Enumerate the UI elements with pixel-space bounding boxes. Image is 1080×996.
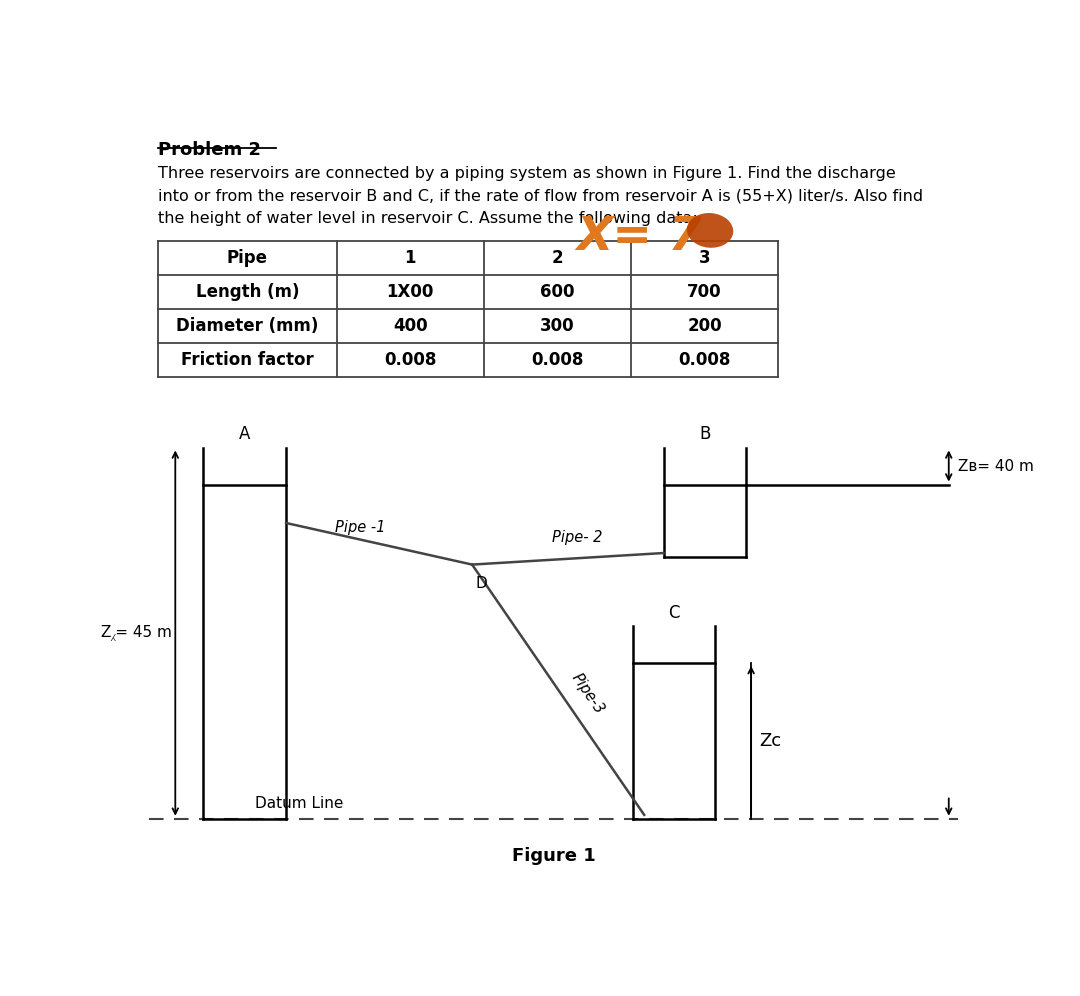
Text: A: A (239, 425, 251, 443)
Text: 0.008: 0.008 (531, 351, 583, 369)
Text: Z⁁= 45 m: Z⁁= 45 m (100, 625, 172, 641)
Text: Pipe: Pipe (227, 249, 268, 267)
Text: 300: 300 (540, 317, 575, 335)
Text: 3: 3 (699, 249, 711, 267)
Text: Figure 1: Figure 1 (512, 847, 595, 865)
Text: 0.008: 0.008 (383, 351, 436, 369)
Text: D: D (476, 576, 488, 592)
Text: C: C (667, 604, 679, 622)
Text: 600: 600 (540, 283, 575, 301)
Text: into or from the reservoir B and C, if the rate of flow from reservoir A is (55+: into or from the reservoir B and C, if t… (159, 189, 923, 204)
Text: Zʙ= 40 m: Zʙ= 40 m (958, 458, 1034, 473)
Ellipse shape (687, 213, 733, 248)
Text: 200: 200 (687, 317, 721, 335)
Text: Friction factor: Friction factor (181, 351, 314, 369)
Text: Problem 2: Problem 2 (159, 141, 261, 159)
Text: Pipe-3: Pipe-3 (568, 670, 607, 717)
Text: Length (m): Length (m) (195, 283, 299, 301)
Text: 1X00: 1X00 (387, 283, 434, 301)
Text: Three reservoirs are connected by a piping system as shown in Figure 1. Find the: Three reservoirs are connected by a pipi… (159, 166, 896, 181)
Text: Pipe -1: Pipe -1 (335, 520, 384, 535)
Text: 400: 400 (393, 317, 428, 335)
Text: 700: 700 (687, 283, 721, 301)
Text: 1: 1 (404, 249, 416, 267)
Text: Pipe- 2: Pipe- 2 (552, 530, 603, 545)
Text: 0.008: 0.008 (678, 351, 731, 369)
Text: Zᴄ: Zᴄ (759, 732, 781, 750)
Text: Datum Line: Datum Line (255, 796, 343, 811)
Text: the height of water level in reservoir C. Assume the following data:: the height of water level in reservoir C… (159, 211, 698, 226)
Text: X= 7: X= 7 (577, 215, 702, 260)
Text: 2: 2 (552, 249, 563, 267)
Text: Diameter (mm): Diameter (mm) (176, 317, 319, 335)
Text: B: B (699, 425, 711, 443)
